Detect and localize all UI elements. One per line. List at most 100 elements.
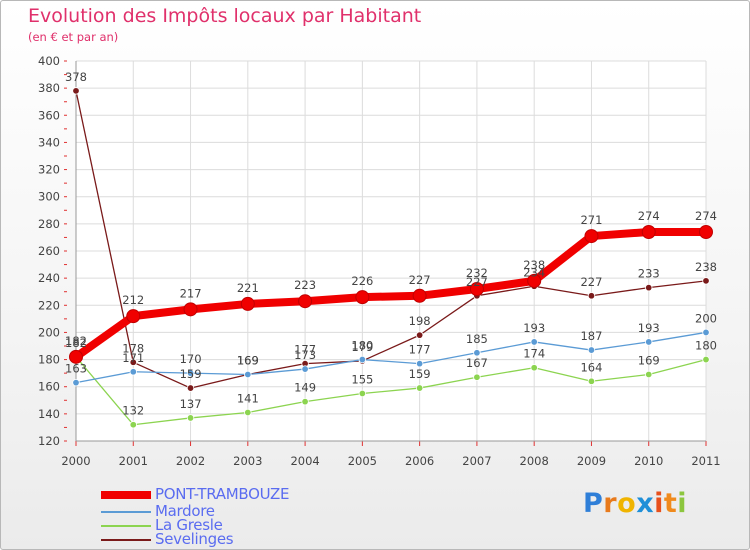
y-tick-label: 260 [38, 244, 60, 258]
data-point-la-gresle [244, 408, 252, 417]
y-tick-label: 240 [38, 271, 60, 285]
data-label-la-gresle: 164 [580, 360, 602, 374]
x-tick-label: 2007 [462, 454, 491, 468]
y-tick-label: 220 [38, 298, 60, 312]
x-tick-label: 2011 [691, 454, 720, 468]
data-label-pont-trambouze: 223 [294, 278, 316, 292]
legend-label-pont-trambouze: PONT-TRAMBOUZE [155, 485, 290, 503]
data-label-sevelinges: 227 [580, 275, 602, 289]
y-tick-label: 300 [38, 190, 60, 204]
legend-label-mardore: Mardore [155, 502, 215, 520]
x-tick-label: 2005 [348, 454, 377, 468]
y-tick-label: 380 [38, 81, 60, 95]
data-label-la-gresle: 137 [180, 397, 202, 411]
y-tick-label: 160 [38, 380, 60, 394]
data-point-pont-trambouze [641, 225, 656, 239]
data-point-pont-trambouze [126, 309, 141, 324]
data-point-pont-trambouze [69, 349, 83, 364]
data-label-pont-trambouze: 232 [466, 266, 488, 280]
legend-label-sevelinges: Sevelinges [155, 530, 234, 548]
logo-letter: x [636, 488, 655, 519]
data-label-sevelinges: 159 [180, 367, 202, 381]
data-label-sevelinges: 378 [65, 70, 87, 84]
data-point-mardore [186, 369, 195, 377]
logo-letter: i [654, 488, 664, 519]
data-label-la-gresle: 174 [523, 347, 545, 361]
data-label-mardore: 163 [65, 362, 87, 376]
data-label-mardore: 193 [638, 321, 660, 335]
data-point-pont-trambouze [355, 290, 370, 305]
data-label-mardore: 169 [237, 354, 259, 368]
data-point-pont-trambouze [183, 302, 198, 317]
logo-letter: P [583, 488, 604, 519]
data-label-pont-trambouze: 182 [65, 334, 87, 348]
data-point-la-gresle [186, 414, 195, 422]
legend-swatch-sevelinges [101, 539, 151, 541]
data-point-la-gresle [129, 421, 137, 429]
data-point-sevelinges [587, 292, 596, 300]
proxiti-logo: Proxiti [583, 488, 687, 519]
x-tick-label: 2000 [61, 454, 90, 468]
data-point-la-gresle [301, 397, 309, 406]
legend-swatch-mardore [101, 511, 151, 513]
data-label-pont-trambouze: 238 [523, 258, 545, 272]
data-label-la-gresle: 141 [237, 392, 259, 406]
data-label-mardore: 177 [409, 343, 431, 357]
y-tick-label: 360 [38, 108, 60, 122]
x-tick-label: 2010 [634, 454, 663, 468]
data-label-pont-trambouze: 227 [409, 273, 431, 287]
data-label-pont-trambouze: 274 [695, 209, 717, 223]
data-label-sevelinges: 177 [294, 343, 316, 357]
series-line-mardore [75, 331, 707, 384]
x-tick-label: 2009 [577, 454, 606, 468]
data-label-la-gresle: 132 [122, 404, 144, 418]
x-tick-label: 2006 [405, 454, 434, 468]
data-label-mardore: 170 [180, 352, 202, 366]
data-label-sevelinges: 233 [638, 267, 660, 281]
logo-letter: r [603, 488, 618, 519]
data-label-la-gresle: 149 [294, 381, 316, 395]
chart-subtitle: (en € et par an) [28, 30, 119, 44]
x-tick-label: 2004 [290, 454, 319, 468]
data-label-la-gresle: 167 [466, 356, 488, 370]
data-point-sevelinges [72, 87, 80, 95]
data-label-sevelinges: 227 [466, 275, 488, 289]
data-point-mardore [530, 338, 538, 346]
legend-label-la-gresle: La Gresle [155, 516, 223, 534]
y-tick-label: 280 [38, 217, 60, 231]
data-point-pont-trambouze [469, 282, 484, 296]
x-tick-label: 2003 [233, 454, 262, 468]
data-point-sevelinges [645, 283, 653, 292]
logo-letter: o [617, 488, 637, 519]
y-tick-label: 340 [38, 135, 60, 149]
data-point-la-gresle [473, 373, 481, 381]
logo-letter: i [677, 488, 688, 519]
data-point-mardore [415, 359, 424, 368]
y-tick-label: 140 [38, 407, 60, 421]
data-point-mardore [244, 370, 252, 379]
data-point-la-gresle [358, 389, 367, 398]
data-label-pont-trambouze: 221 [237, 281, 259, 295]
data-point-la-gresle [702, 355, 710, 364]
y-tick-label: 180 [38, 353, 60, 367]
data-point-mardore [129, 368, 137, 376]
data-label-pont-trambouze: 274 [638, 209, 660, 223]
data-point-mardore [358, 355, 367, 364]
data-point-pont-trambouze [527, 273, 542, 288]
data-point-mardore [702, 328, 710, 337]
data-label-la-gresle: 159 [409, 367, 431, 381]
data-label-mardore: 187 [580, 329, 602, 343]
data-point-sevelinges [702, 277, 710, 285]
data-point-mardore [473, 349, 481, 357]
data-label-pont-trambouze: 226 [351, 274, 373, 288]
data-label-sevelinges: 178 [122, 341, 144, 355]
data-point-la-gresle [415, 384, 424, 392]
data-point-mardore [645, 338, 653, 346]
data-point-mardore [301, 365, 309, 373]
data-label-pont-trambouze: 217 [180, 286, 202, 300]
data-point-mardore [587, 346, 596, 354]
y-tick-label: 320 [38, 163, 60, 177]
series-line-la-gresle [75, 356, 707, 426]
